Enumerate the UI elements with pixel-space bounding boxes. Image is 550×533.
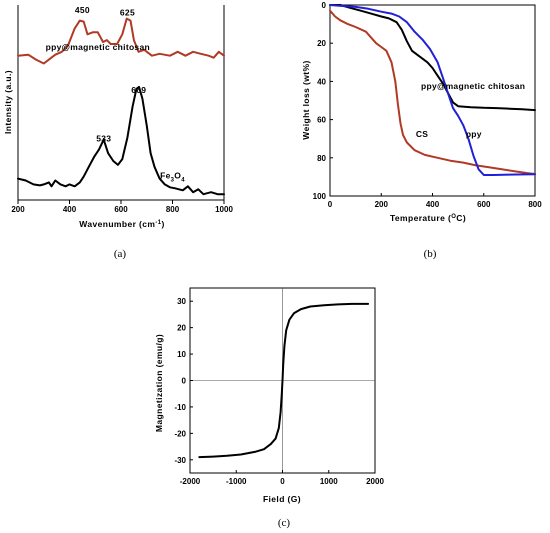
chart-b-y-tick-label: 100 [313, 192, 327, 201]
chart-b-x-tick-label: 200 [375, 200, 389, 209]
chart-a-xlabel: Wavenumber (cm-1) [79, 219, 165, 229]
chart-a-x-tick-label: 1000 [215, 205, 233, 214]
chart-b-xlabel: Temperature (OC) [390, 213, 466, 223]
chart-a-x-tick-label: 600 [114, 205, 128, 214]
chart-b-x-tick-label: 400 [426, 200, 440, 209]
chart-b-series-ppy-magnetic-chitosan [329, 4, 536, 112]
chart-b: 0 200 400 600 800 0 20 40 60 80 100 ppy@magnetic c… [301, 1, 542, 260]
chart-c-y-tick-label: -20 [174, 429, 186, 438]
chart-a-ylabel: Intensity (a.u.) [3, 70, 13, 134]
chart-a-x-tick-label: 400 [63, 205, 77, 214]
chart-a-annotation: Fe3O4 [160, 171, 185, 184]
chart-a-annotation: 450 [75, 5, 90, 15]
chart-b-y-tick-label: 40 [317, 77, 326, 86]
chart-a-series-1 [17, 85, 225, 196]
chart-c-y-tick-label: 0 [182, 377, 187, 386]
chart-c-y-tick-label: 20 [177, 324, 186, 333]
chart-c-x-tick-label: 2000 [366, 477, 384, 486]
chart-b-series-cs [329, 9, 536, 175]
chart-b-annotation: ppy@magnetic chitosan [421, 81, 525, 91]
chart-c-y-tick-label: -30 [174, 456, 186, 465]
chart-c-x-tick-label: -1000 [226, 477, 247, 486]
chart-c-y-tick-label: -10 [174, 403, 186, 412]
chart-c-series-0 [198, 302, 370, 459]
chart-c-x-tick-label: 1000 [320, 477, 338, 486]
panel-label-c: (c) [278, 517, 291, 529]
chart-b-x-tick-label: 0 [328, 200, 333, 209]
chart-b-y-tick-label: 80 [317, 154, 326, 163]
chart-a-x-tick-label: 200 [11, 205, 25, 214]
chart-b-series-ppy [329, 4, 536, 176]
chart-a-series-0 [17, 17, 225, 65]
chart-b-x-tick-label: 600 [477, 200, 491, 209]
chart-a: 200 400 600 800 1000 450 625 669 533 ppy@magneti… [3, 5, 233, 260]
chart-b-plot-frame [329, 4, 536, 197]
chart-a-axes [17, 5, 225, 201]
chart-a-annotation: 669 [131, 85, 146, 95]
panel-label-b: (b) [424, 248, 437, 260]
chart-c-x-tick-label: 0 [280, 477, 285, 486]
chart-c: -2000 -1000 0 1000 2000 -30 -20 -10 0 10 20 30 Magn… [154, 287, 384, 529]
chart-c-y-tick-label: 30 [177, 297, 186, 306]
chart-a-annotation: 625 [120, 8, 135, 18]
chart-b-annotation: ppy [466, 129, 482, 139]
chart-c-y-tick-label: 10 [177, 350, 186, 359]
chart-b-y-tick-label: 60 [317, 116, 326, 125]
panel-label-a: (a) [114, 248, 127, 260]
chart-c-ylabel: Magnetization (emu/g) [154, 334, 164, 432]
chart-b-annotation: CS [416, 129, 428, 139]
chart-a-annotation: 533 [96, 134, 111, 144]
chart-b-y-tick-label: 20 [317, 39, 326, 48]
chart-c-x-tick-label: -2000 [180, 477, 201, 486]
chart-c-xlabel: Field (G) [263, 494, 301, 504]
chart-b-frame [329, 4, 536, 197]
chart-b-x-tick-label: 800 [528, 200, 542, 209]
chart-a-x-tick-label: 800 [166, 205, 180, 214]
chart-b-ylabel: Weight loss (wt%) [301, 60, 311, 139]
chart-a-annotation: ppy@magnetic chitosan [46, 42, 150, 52]
chart-b-y-tick-label: 0 [322, 1, 327, 10]
